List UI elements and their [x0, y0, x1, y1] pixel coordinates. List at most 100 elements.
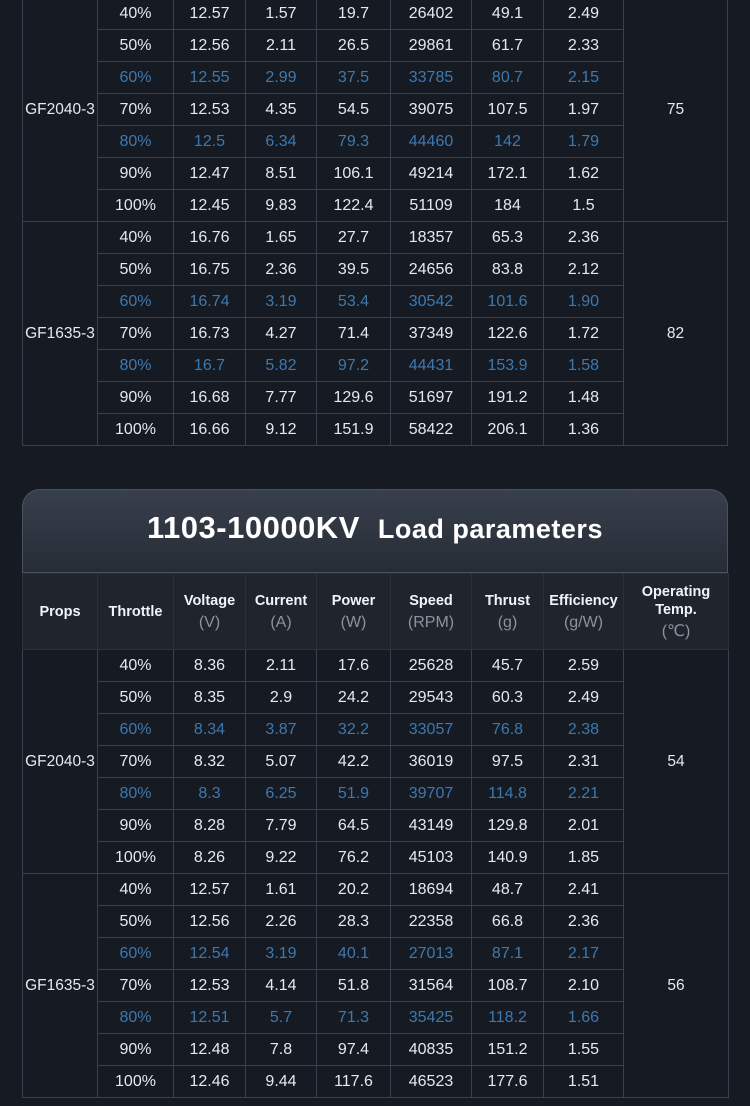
speed-cell: 30542 [390, 285, 472, 318]
efficiency-cell: 2.33 [543, 29, 624, 62]
efficiency-cell: 1.62 [543, 157, 624, 190]
efficiency-cell: 1.79 [543, 125, 624, 158]
power-cell: 20.2 [316, 873, 391, 906]
throttle-cell: 80% [97, 777, 174, 810]
speed-cell: 39075 [390, 93, 472, 126]
throttle-cell: 90% [97, 381, 174, 414]
table-row: 50% 16.75 2.36 39.5 24656 83.8 2.12 [23, 253, 728, 286]
speed-cell: 45103 [390, 841, 472, 874]
current-cell: 9.44 [245, 1065, 317, 1098]
thrust-cell: 114.8 [471, 777, 544, 810]
throttle-cell: 100% [97, 841, 174, 874]
voltage-cell: 8.28 [173, 809, 246, 842]
throttle-cell: 70% [97, 317, 174, 350]
efficiency-cell: 2.49 [543, 681, 624, 714]
speed-cell: 29543 [390, 681, 472, 714]
power-cell: 28.3 [316, 905, 391, 938]
table-row: 80% 16.7 5.82 97.2 44431 153.9 1.58 [23, 349, 728, 382]
power-cell: 32.2 [316, 713, 391, 746]
voltage-cell: 16.66 [173, 413, 246, 446]
current-cell: 2.11 [245, 29, 317, 62]
table-row: 60% 16.74 3.19 53.4 30542 101.6 1.90 [23, 285, 728, 318]
speed-cell: 44460 [390, 125, 472, 158]
table-row: GF1635-3 40% 16.76 1.65 27.7 18357 65.3 2.36 82 [22, 221, 728, 446]
throttle-cell: 50% [97, 29, 174, 62]
throttle-cell: 80% [97, 125, 174, 158]
table-row: 80% 8.3 6.25 51.9 39707 114.8 2.21 [23, 777, 729, 810]
efficiency-cell: 1.5 [543, 189, 624, 222]
bottom-table-body: GF2040-3 40% 8.36 2.11 17.6 25628 45.7 2.59 54 50… [22, 649, 729, 1098]
operating-temp-cell: 82 [623, 221, 728, 446]
voltage-cell: 16.75 [173, 253, 246, 286]
efficiency-cell: 2.59 [543, 649, 624, 682]
speed-cell: 35425 [390, 1001, 472, 1034]
speed-cell: 25628 [390, 649, 472, 682]
voltage-cell: 8.3 [173, 777, 246, 810]
efficiency-cell: 2.36 [543, 221, 624, 254]
table-row: GF2040-3 40% 8.36 2.11 17.6 25628 45.7 2.59 54 [22, 649, 729, 874]
efficiency-cell: 1.48 [543, 381, 624, 414]
header-props: Props [22, 573, 98, 650]
voltage-cell: 8.26 [173, 841, 246, 874]
throttle-cell: 60% [97, 61, 174, 94]
throttle-cell: 90% [97, 809, 174, 842]
voltage-cell: 12.57 [173, 873, 246, 906]
efficiency-cell: 1.51 [543, 1065, 624, 1098]
speed-cell: 40835 [390, 1033, 472, 1066]
table-row: 100% 8.26 9.22 76.2 45103 140.9 1.85 [23, 841, 729, 874]
voltage-cell: 12.48 [173, 1033, 246, 1066]
throttle-cell: 80% [97, 349, 174, 382]
operating-temp-cell: 75 [623, 0, 728, 222]
current-cell: 3.19 [245, 937, 317, 970]
current-cell: 5.07 [245, 745, 317, 778]
speed-cell: 39707 [390, 777, 472, 810]
throttle-cell: 50% [97, 681, 174, 714]
efficiency-cell: 1.36 [543, 413, 624, 446]
voltage-cell: 12.45 [173, 189, 246, 222]
efficiency-cell: 1.58 [543, 349, 624, 382]
current-cell: 3.19 [245, 285, 317, 318]
current-cell: 7.8 [245, 1033, 317, 1066]
efficiency-cell: 2.12 [543, 253, 624, 286]
thrust-cell: 83.8 [471, 253, 544, 286]
current-cell: 4.27 [245, 317, 317, 350]
power-cell: 151.9 [316, 413, 391, 446]
current-cell: 4.35 [245, 93, 317, 126]
power-cell: 51.8 [316, 969, 391, 1002]
header-current: Current (A) [245, 573, 317, 650]
speed-cell: 49214 [390, 157, 472, 190]
throttle-cell: 70% [97, 745, 174, 778]
current-cell: 5.82 [245, 349, 317, 382]
current-cell: 2.11 [245, 649, 317, 682]
table-row: 90% 8.28 7.79 64.5 43149 129.8 2.01 [23, 809, 729, 842]
voltage-cell: 8.32 [173, 745, 246, 778]
table-row: 60% 12.54 3.19 40.1 27013 87.1 2.17 [23, 937, 729, 970]
throttle-cell: 50% [97, 253, 174, 286]
header-operating-temp: Operating Temp. (℃) [623, 573, 729, 650]
efficiency-cell: 2.15 [543, 61, 624, 94]
thrust-cell: 191.2 [471, 381, 544, 414]
throttle-cell: 40% [97, 0, 174, 30]
thrust-cell: 61.7 [471, 29, 544, 62]
table-row: 50% 8.35 2.9 24.2 29543 60.3 2.49 [23, 681, 729, 714]
voltage-cell: 12.56 [173, 905, 246, 938]
throttle-cell: 40% [97, 873, 174, 906]
voltage-cell: 12.53 [173, 969, 246, 1002]
thrust-cell: 118.2 [471, 1001, 544, 1034]
power-cell: 53.4 [316, 285, 391, 318]
efficiency-cell: 1.72 [543, 317, 624, 350]
current-cell: 8.51 [245, 157, 317, 190]
efficiency-cell: 2.17 [543, 937, 624, 970]
efficiency-cell: 2.31 [543, 745, 624, 778]
table-row: GF2040-3 40% 12.57 1.57 19.7 26402 49.1 2.49 75 [22, 0, 728, 222]
table-row: 60% 12.55 2.99 37.5 33785 80.7 2.15 [23, 61, 728, 94]
power-cell: 37.5 [316, 61, 391, 94]
power-cell: 19.7 [316, 0, 391, 30]
speed-cell: 43149 [390, 809, 472, 842]
voltage-cell: 12.53 [173, 93, 246, 126]
current-cell: 6.25 [245, 777, 317, 810]
voltage-cell: 12.47 [173, 157, 246, 190]
speed-cell: 24656 [390, 253, 472, 286]
current-cell: 1.65 [245, 221, 317, 254]
thrust-cell: 87.1 [471, 937, 544, 970]
